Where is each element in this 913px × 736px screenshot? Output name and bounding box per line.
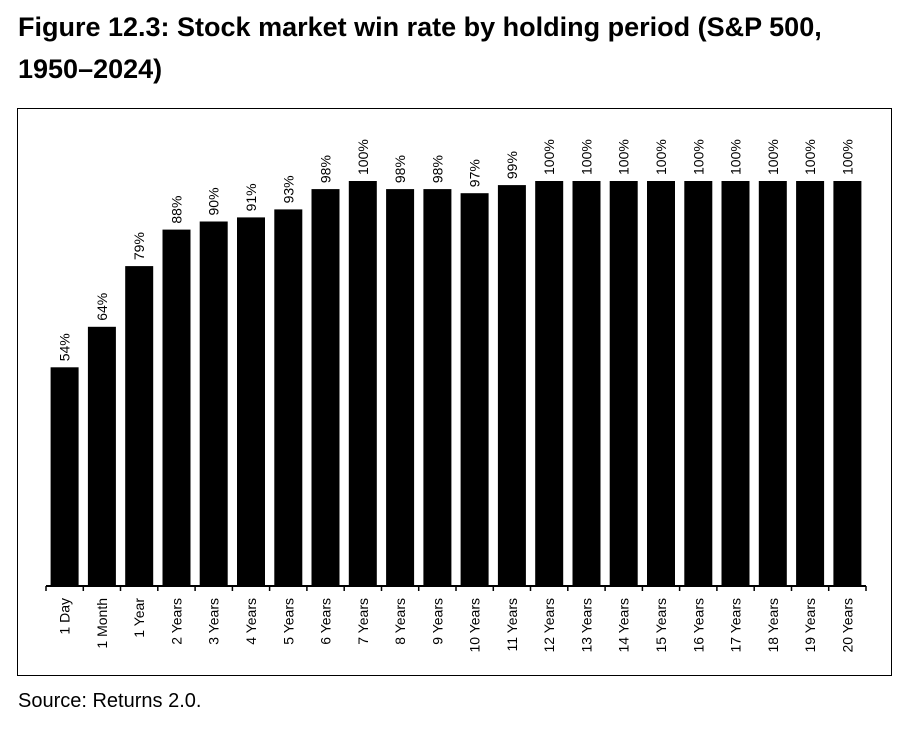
x-tick-label: 1 Year <box>131 598 147 638</box>
bar <box>125 266 154 586</box>
data-label: 100% <box>728 139 744 175</box>
x-tick-label: 5 Years <box>280 598 296 645</box>
data-label: 100% <box>690 139 706 175</box>
bar <box>758 181 787 586</box>
page-title: Figure 12.3: Stock market win rate by ho… <box>18 12 822 84</box>
data-label: 100% <box>541 139 557 175</box>
data-label: 100% <box>653 139 669 175</box>
x-tick-label: 1 Day <box>57 598 73 635</box>
bar <box>721 181 750 586</box>
bar <box>162 229 191 586</box>
bar-chart: 54% 1 Day 64% 1 Month 79% 1 Year 88% 2 Years 90%… <box>45 139 867 653</box>
data-label: 91% <box>243 183 259 211</box>
x-tick-label: 10 Years <box>467 598 483 653</box>
data-label: 99% <box>504 151 520 179</box>
x-tick-label: 16 Years <box>690 598 706 653</box>
data-label: 100% <box>616 139 632 175</box>
x-tick-label: 8 Years <box>392 598 408 645</box>
data-label: 93% <box>280 175 296 203</box>
x-tick-label: 14 Years <box>616 598 632 653</box>
data-label: 100% <box>579 139 595 175</box>
bar <box>274 209 303 586</box>
x-tick-label: 4 Years <box>243 598 259 645</box>
data-label: 97% <box>467 159 483 187</box>
bar <box>684 181 713 586</box>
bar <box>535 181 564 586</box>
x-tick-label: 17 Years <box>728 598 744 653</box>
data-label: 64% <box>94 293 110 321</box>
bar <box>609 181 638 586</box>
x-tick-label: 13 Years <box>579 598 595 653</box>
bar <box>311 189 340 586</box>
bar <box>423 189 452 586</box>
x-tick-label: 20 Years <box>839 598 855 653</box>
bar <box>348 181 377 586</box>
x-tick-label: 15 Years <box>653 598 669 653</box>
bar <box>647 181 675 586</box>
x-tick-label: 19 Years <box>802 598 818 653</box>
data-label: 88% <box>169 196 185 224</box>
x-tick-label: 6 Years <box>318 598 334 645</box>
bar <box>497 185 526 586</box>
bar <box>199 221 228 586</box>
x-tick-label: 3 Years <box>206 598 222 645</box>
data-label: 98% <box>429 155 445 183</box>
data-label: 90% <box>206 187 222 215</box>
data-label: 100% <box>355 139 371 175</box>
bar <box>237 217 265 586</box>
x-tick-label: 18 Years <box>765 598 781 653</box>
x-tick-label: 2 Years <box>169 598 185 645</box>
bar <box>572 181 601 586</box>
x-tick-label: 1 Month <box>94 598 110 649</box>
data-label: 100% <box>802 139 818 175</box>
bar <box>87 326 116 586</box>
data-label: 98% <box>392 155 408 183</box>
x-tick-label: 9 Years <box>429 598 445 645</box>
bar <box>796 181 825 586</box>
data-label: 98% <box>318 155 334 183</box>
x-tick-label: 11 Years <box>504 598 520 651</box>
x-tick-label: 12 Years <box>541 598 557 653</box>
data-label: 100% <box>765 139 781 175</box>
data-label: 79% <box>131 232 147 260</box>
x-tick-label: 7 Years <box>355 598 371 645</box>
bar <box>386 189 415 586</box>
source-note: Source: Returns 2.0. <box>18 690 202 712</box>
bar <box>833 181 862 586</box>
bar <box>460 193 489 586</box>
bar <box>50 367 79 586</box>
chart-frame: 54% 1 Day 64% 1 Month 79% 1 Year 88% 2 Years 90%… <box>17 108 892 676</box>
data-label: 54% <box>57 333 73 361</box>
data-label: 100% <box>839 139 855 175</box>
